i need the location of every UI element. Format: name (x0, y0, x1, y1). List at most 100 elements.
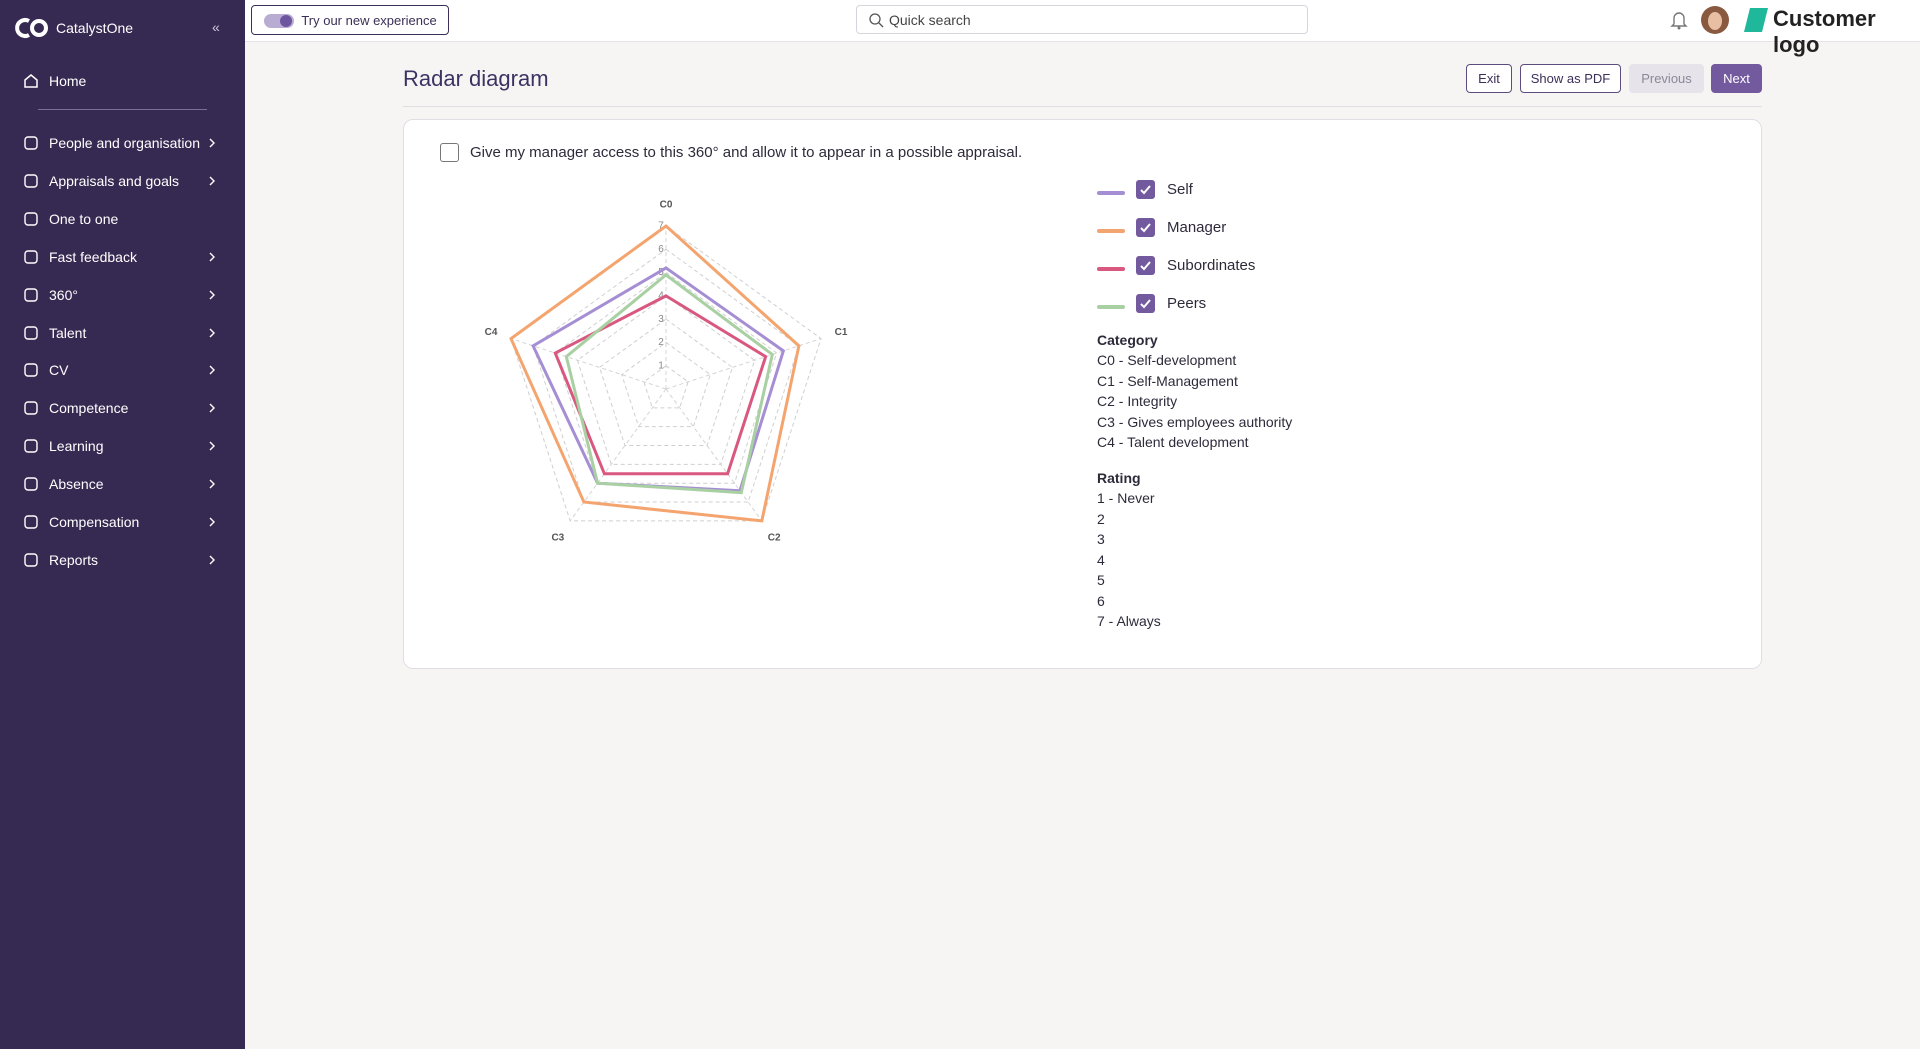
nav-label: Absence (49, 476, 104, 493)
icon-shape (24, 174, 38, 188)
notification-bell[interactable] (1670, 10, 1688, 30)
icon-shape (24, 401, 38, 415)
nav-label: Home (49, 73, 87, 89)
nav-item[interactable]: Appraisals and goals (0, 165, 245, 197)
topbar: Try our new experience Quick search Cust… (245, 0, 1920, 57)
avatar[interactable] (1700, 4, 1730, 36)
nav-label: Talent (49, 324, 87, 341)
legend-swatch (1097, 267, 1125, 271)
pdf-button[interactable]: Show as PDF (1520, 64, 1621, 93)
icon (24, 439, 38, 453)
icon (24, 515, 38, 529)
r-tick-label: 2 (658, 337, 664, 348)
chevron-line (209, 479, 215, 489)
spoke (665, 338, 822, 390)
chevron-line (209, 555, 215, 565)
page-title: Radar diagram (403, 66, 549, 91)
legend-checkbox[interactable] (1136, 294, 1155, 313)
chevron-line (209, 328, 215, 337)
chevron (209, 328, 215, 337)
icon-shape (24, 439, 38, 453)
grid-ring (576, 295, 756, 465)
rating-description: 7 - Always (1097, 613, 1161, 629)
nav-item[interactable]: Reports (0, 544, 245, 576)
nav-label: People and organisation (49, 135, 201, 151)
axis-label: C4 (485, 327, 498, 338)
exit-button[interactable]: Exit (1466, 64, 1512, 93)
search-icon (869, 13, 884, 28)
nav-label: Reports (49, 551, 99, 568)
r-tick-label: 6 (658, 244, 664, 255)
category-description: C1 - Self-Management (1097, 372, 1238, 389)
legend-checkbox[interactable] (1136, 180, 1155, 199)
nav-item[interactable]: Absence (0, 468, 245, 500)
checkbox-box (1136, 180, 1155, 199)
icon (24, 325, 38, 340)
customer-logo-icon (1744, 8, 1768, 32)
chevron-line (209, 517, 215, 527)
grid-ring (621, 341, 711, 428)
chevron-line (209, 403, 215, 413)
nav-item[interactable]: Compensation (0, 506, 245, 538)
chevron (209, 479, 215, 489)
consent-checkbox[interactable] (440, 143, 459, 162)
axis-label: C0 (660, 200, 673, 211)
nav-item[interactable]: Talent (0, 317, 245, 349)
rating-heading: Rating (1097, 470, 1141, 486)
chevron-line (209, 138, 215, 148)
r-tick-label: 7 (658, 221, 664, 232)
legend-swatch (1097, 305, 1125, 309)
series-line (553, 294, 768, 476)
nav-item[interactable]: Learning (0, 430, 245, 462)
icon (24, 477, 38, 491)
nav-label: Learning (49, 438, 104, 455)
series-line (509, 224, 801, 523)
nav-item[interactable]: Competence (0, 392, 245, 424)
nav-item[interactable]: 360° (0, 279, 245, 311)
toggle-icon (264, 14, 294, 28)
rating-description: 1 - Never (1097, 490, 1155, 506)
nav-home[interactable]: Home (0, 65, 245, 97)
legend-checkbox[interactable] (1136, 256, 1155, 275)
nav-item[interactable]: One to one (0, 203, 245, 235)
chevron (209, 403, 215, 413)
radar-chart: C0 C1 C2 C3 C4 1 2 3 4 5 6 7 (485, 200, 848, 544)
checkbox-box (1136, 294, 1155, 313)
previous-button[interactable]: Previous (1629, 64, 1704, 93)
r-tick-label: 5 (658, 267, 664, 278)
chevron-line (209, 252, 215, 262)
spoke (665, 388, 763, 522)
brand: CatalystOne (56, 20, 134, 36)
legend-label: Manager (1167, 219, 1227, 236)
new-experience-toggle[interactable]: Try our new experience (251, 5, 449, 35)
chevron (209, 365, 215, 375)
grid-ring (554, 271, 778, 484)
axis-label: C3 (551, 532, 564, 543)
icon-shape (24, 287, 38, 302)
spoke (569, 388, 667, 522)
rating-description: 4 (1097, 551, 1105, 568)
nav-item[interactable]: People and organisation (0, 127, 245, 159)
series-line (564, 272, 774, 495)
checkbox-box (1136, 256, 1155, 275)
legend-label: Peers (1167, 295, 1207, 312)
nav-item[interactable]: Fast feedback (0, 241, 245, 273)
rating-description: 5 (1097, 572, 1105, 588)
icon (24, 363, 38, 378)
checkmark (1140, 185, 1151, 195)
chevron-line (209, 441, 215, 451)
spoke (510, 338, 667, 390)
nav-item[interactable]: CV (0, 354, 245, 386)
icon-shape (24, 136, 38, 150)
legend-label: Self (1167, 181, 1193, 198)
collapse-button[interactable]: « (212, 19, 220, 35)
nav-label: Competence (49, 400, 129, 417)
next-button[interactable]: Next (1711, 64, 1762, 93)
divider (38, 109, 207, 110)
legend-checkbox[interactable] (1136, 218, 1155, 237)
chevron (209, 290, 215, 300)
search-box[interactable]: Quick search (856, 5, 1308, 34)
toggle-label: Try our new experience (301, 12, 437, 28)
icon (24, 136, 38, 150)
